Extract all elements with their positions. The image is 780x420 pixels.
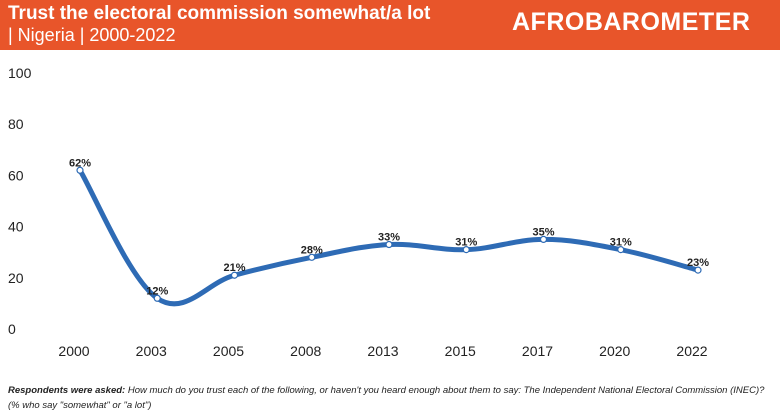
x-tick-label: 2015 [445,343,476,359]
y-tick-label: 80 [8,116,24,132]
data-point [308,253,316,261]
data-label: 62% [69,157,91,169]
y-axis-ticks: 0 20 40 60 80 100 [8,65,32,337]
data-points [76,166,702,302]
x-tick-label: 2020 [599,343,630,359]
chart-svg: 0 20 40 60 80 100 2000 2003 2005 2008 2013 2015 201… [8,65,709,359]
y-tick-label: 40 [8,219,24,235]
afrobarometer-logo: AFROBAROMETER [512,8,751,36]
footnote-lead: Respondents were asked: [8,385,126,396]
data-label: 33% [378,232,400,244]
data-label: 28% [301,244,323,256]
footnote: Respondents were asked: How much do you … [8,383,773,413]
data-label: 35% [532,226,554,238]
x-tick-label: 2022 [676,343,707,359]
y-tick-label: 60 [8,167,24,183]
x-tick-label: 2013 [367,343,398,359]
data-label: 31% [455,237,477,249]
data-point [385,240,393,249]
data-labels: 62% 12% 21% 28% 33% 31% 35% 31% 23% [69,157,709,297]
chart-title: Trust the electoral commission somewhat/… [8,3,431,24]
data-point [76,166,84,174]
data-point [539,235,548,243]
data-label: 31% [610,237,632,249]
y-tick-label: 100 [8,65,32,81]
data-point [462,246,470,254]
data-label: 12% [146,285,168,297]
x-axis-ticks: 2000 2003 2005 2008 2013 2015 2017 2020 2022 [58,343,707,359]
chart-header: Trust the electoral commission somewhat/… [0,0,780,50]
data-point [617,246,625,254]
line-chart: 0 20 40 60 80 100 2000 2003 2005 2008 2013 2015 201… [0,50,780,370]
y-tick-label: 0 [8,321,16,337]
data-label: 23% [687,257,709,269]
chart-subtitle: | Nigeria | 2000-2022 [8,25,176,45]
x-tick-label: 2008 [290,343,321,359]
data-point [230,271,239,279]
y-tick-label: 20 [8,270,24,286]
x-tick-label: 2000 [58,343,89,359]
x-tick-label: 2005 [213,343,244,359]
footnote-text: How much do you trust each of the follow… [8,385,765,411]
data-point [153,294,161,302]
x-tick-label: 2003 [136,343,167,359]
data-label: 21% [223,262,245,274]
x-tick-label: 2017 [522,343,553,359]
data-point [694,266,702,274]
